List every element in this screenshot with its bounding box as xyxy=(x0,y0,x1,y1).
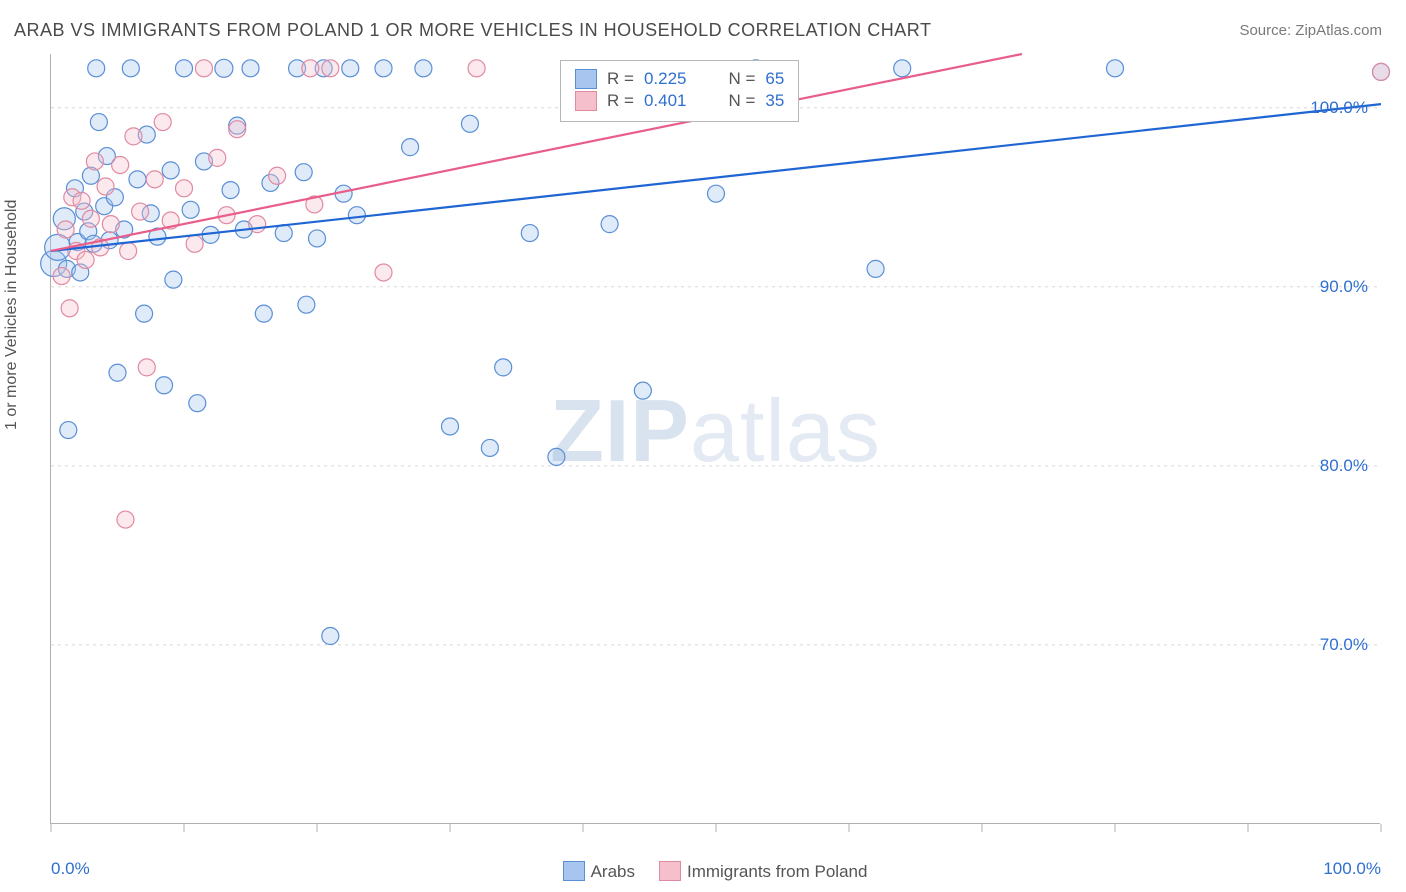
legend-series: Arabs Immigrants from Poland xyxy=(0,861,1406,882)
legend-swatch xyxy=(659,861,681,881)
legend-series-label: Arabs xyxy=(591,862,635,881)
source-label: Source: ZipAtlas.com xyxy=(1239,22,1382,39)
plot-svg xyxy=(51,54,1380,823)
legend-n-value: 35 xyxy=(765,91,784,111)
plot-area: ZIPatlas 0.0%100.0%70.0%80.0%90.0%100.0% xyxy=(50,54,1380,824)
chart-title: ARAB VS IMMIGRANTS FROM POLAND 1 OR MORE… xyxy=(14,20,931,41)
legend-r-value: 0.401 xyxy=(644,91,687,111)
legend-series-label: Immigrants from Poland xyxy=(687,862,867,881)
y-axis-label: 1 or more Vehicles in Household xyxy=(3,200,21,430)
legend-n-value: 65 xyxy=(765,69,784,89)
legend-swatch xyxy=(575,91,597,111)
legend-swatch xyxy=(563,861,585,881)
legend-swatch xyxy=(575,69,597,89)
legend-n-label: N = xyxy=(728,91,755,111)
legend-correlation-row: R = 0.401 N = 35 xyxy=(575,91,784,111)
legend-n-label: N = xyxy=(728,69,755,89)
chart-container: ARAB VS IMMIGRANTS FROM POLAND 1 OR MORE… xyxy=(0,0,1406,892)
legend-r-label: R = xyxy=(607,91,634,111)
legend-correlation-row: R = 0.225 N = 65 xyxy=(575,69,784,89)
legend-correlation: R = 0.225 N = 65 R = 0.401 N = 35 xyxy=(560,60,799,122)
legend-r-label: R = xyxy=(607,69,634,89)
legend-r-value: 0.225 xyxy=(644,69,687,89)
